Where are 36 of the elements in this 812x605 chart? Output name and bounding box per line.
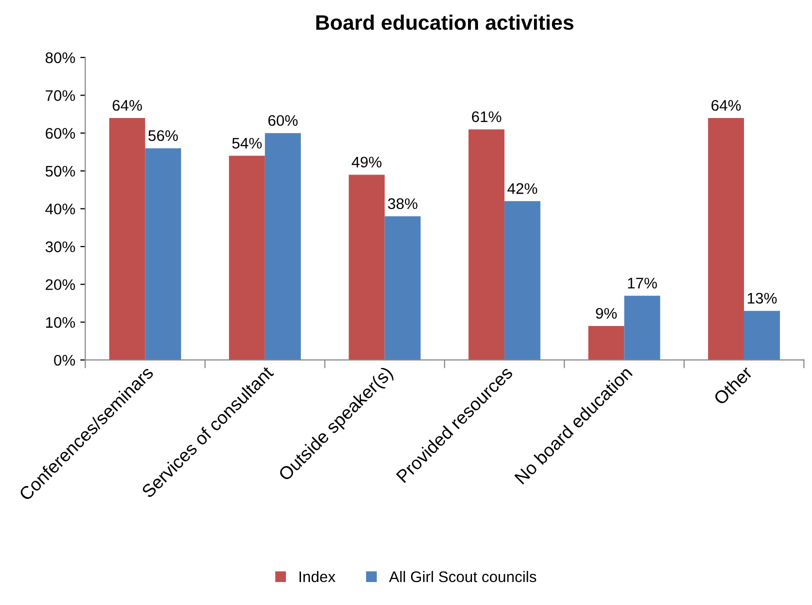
bar [348,174,385,360]
bar [504,201,540,360]
data-label: 64% [712,100,741,111]
data-label: 64% [112,100,142,111]
y-tick-label: 50% [46,166,75,177]
y-tick-label: 80% [46,52,75,64]
y-tick-label: 10% [46,317,75,328]
data-label: 49% [352,156,382,168]
y-tick-label: 70% [46,90,75,101]
bar [109,118,146,360]
legend-label: All Girl Scout councils [389,570,536,582]
data-label: 60% [268,115,298,126]
chart-title: Board education activities [316,14,574,30]
bar [588,326,624,360]
bar [744,310,780,360]
bar [708,118,744,360]
bar [145,148,182,360]
bar [228,156,265,360]
y-tick-label: 0% [54,354,75,366]
bar [384,216,421,360]
data-label: 42% [507,183,538,194]
legend-label: Index [300,570,336,582]
y-tick-label: 60% [46,128,75,139]
bar [264,133,301,360]
data-label: 38% [388,198,418,210]
data-label: 13% [748,292,777,304]
y-tick-label: 30% [46,241,75,252]
y-tick-label: 20% [46,279,75,290]
data-label: 61% [472,111,502,122]
y-tick-label: 40% [45,204,75,214]
bar [624,296,660,360]
bar [468,129,504,360]
data-label: 56% [148,130,178,142]
data-label: 9% [596,308,617,319]
data-label: 54% [232,138,262,149]
data-label: 17% [628,278,657,288]
